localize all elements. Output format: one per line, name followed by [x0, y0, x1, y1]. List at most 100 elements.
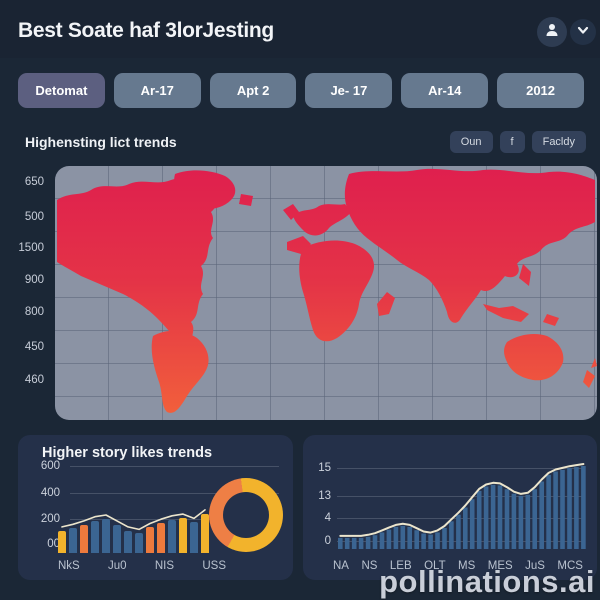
trend-bar: [400, 525, 406, 549]
bar-yellow: [201, 514, 209, 553]
world-map-panel: [55, 166, 597, 420]
map-y-axis: 650 500 1500 900 800 450 460: [0, 166, 48, 420]
trend-bar: [497, 485, 503, 549]
tab-detomat[interactable]: Detomat: [18, 73, 105, 108]
bar-yellow: [179, 518, 187, 553]
trend-bar: [483, 486, 489, 549]
user-avatar-button[interactable]: [537, 17, 567, 47]
left-axis-tick: 400: [40, 487, 60, 499]
header: Best Soate haf 3lorJesting: [0, 0, 600, 58]
x-label: MCS: [557, 560, 583, 572]
gridline: [70, 466, 279, 467]
trend-bar: [449, 521, 454, 549]
trend-bar: [476, 490, 482, 549]
trend-bar: [414, 530, 419, 549]
trend-bar: [525, 494, 531, 549]
trend-bar: [351, 537, 357, 549]
trend-bar: [539, 481, 544, 549]
gridline: [337, 468, 585, 469]
tab-ar-14[interactable]: Ar-14: [401, 73, 489, 108]
right-axis-tick: 13: [318, 490, 331, 502]
world-map: [57, 168, 597, 413]
right-chart-x-axis: NA NS LEB OLT MS MES JuS MCS: [333, 560, 583, 572]
trend-bar: [511, 493, 517, 549]
trend-bar: [553, 471, 558, 549]
trend-bar: [386, 529, 392, 549]
map-axis-tick: 900: [24, 274, 44, 286]
map-section-bar: Highensting lict trends Oun f Facldy: [25, 128, 586, 156]
tab-apt-2[interactable]: Apt 2: [209, 73, 297, 108]
bar-blue: [135, 533, 143, 553]
trend-bar: [372, 535, 378, 549]
trend-line: [339, 463, 585, 537]
x-label: NIS: [154, 560, 175, 572]
left-chart-y-axis: 600 400 200 00: [18, 435, 64, 580]
trend-bar: [435, 532, 440, 549]
trend-bar: [358, 537, 364, 549]
bar-yellow: [58, 531, 66, 553]
gridline: [337, 541, 585, 542]
left-axis-tick: 200: [40, 513, 60, 525]
trend-bar: [344, 537, 350, 549]
trend-bar: [379, 532, 385, 549]
trend-bar: [393, 526, 399, 549]
trend-bar: [581, 466, 586, 549]
bar-blue: [69, 528, 77, 553]
trend-bar: [567, 468, 572, 549]
likes-trend-chart: [338, 463, 586, 549]
right-axis-tick: 4: [324, 512, 331, 524]
trend-bar: [428, 534, 433, 549]
right-axis-tick: 15: [318, 462, 331, 474]
filter-tabs: Detomat Ar-17 Apt 2 Je- 17 Ar-14 2012: [18, 73, 584, 108]
story-likes-title: Higher story likes trends: [42, 445, 213, 461]
oun-button[interactable]: Oun: [449, 131, 493, 153]
left-chart-x-axis: NkS Ju0 NIS USS: [58, 560, 226, 572]
x-label: NS: [361, 560, 378, 572]
trend-bar: [407, 526, 412, 549]
trend-bar: [504, 489, 510, 549]
chevron-down-icon: [577, 23, 589, 41]
dropdown-button[interactable]: [570, 19, 596, 45]
left-axis-tick: 600: [40, 460, 60, 472]
trend-bar: [365, 536, 371, 549]
f-button[interactable]: f: [499, 131, 525, 153]
gridline: [70, 493, 279, 494]
bar-blue: [91, 521, 99, 553]
map-section-actions: Oun f Facldy: [449, 131, 586, 153]
trend-bar: [456, 514, 461, 549]
map-section-title: Highensting lict trends: [25, 134, 177, 150]
bar-blue: [168, 520, 176, 553]
tab-je-17[interactable]: Je- 17: [305, 73, 393, 108]
trend-bar: [442, 528, 447, 549]
tab-ar-17[interactable]: Ar-17: [113, 73, 201, 108]
trend-bar: [574, 467, 579, 549]
bar-orange: [80, 525, 88, 553]
trend-bar: [560, 469, 565, 549]
x-label: NA: [333, 560, 349, 572]
trend-bar: [546, 474, 551, 549]
trend-bar: [421, 533, 426, 549]
bar-blue: [124, 531, 132, 553]
story-likes-panel: Higher story likes trends 600 400 200 00 Nk…: [18, 435, 293, 580]
map-axis-tick: 450: [24, 341, 44, 353]
likes-trend-panel: 15 13 4 0 NA NS LEB OLT MS MES JuS MCS: [303, 435, 597, 580]
map-axis-tick: 1500: [18, 242, 44, 254]
bar-blue: [113, 525, 121, 553]
x-label: LEB: [389, 560, 412, 572]
x-label: MES: [487, 560, 513, 572]
bar-orange: [146, 527, 154, 553]
story-likes-donut-chart: [209, 478, 283, 552]
map-axis-tick: 800: [24, 306, 44, 318]
user-icon: [544, 22, 560, 43]
trend-bar: [338, 537, 343, 549]
trend-bar: [532, 489, 537, 549]
trend-bar: [469, 499, 475, 549]
tab-2012[interactable]: 2012: [497, 73, 584, 108]
facldy-button[interactable]: Facldy: [531, 131, 586, 153]
x-label: JuS: [525, 560, 545, 572]
map-axis-tick: 500: [24, 211, 44, 223]
x-label: Ju0: [108, 560, 127, 572]
page-title: Best Soate haf 3lorJesting: [18, 19, 274, 42]
trend-bar: [518, 495, 524, 549]
